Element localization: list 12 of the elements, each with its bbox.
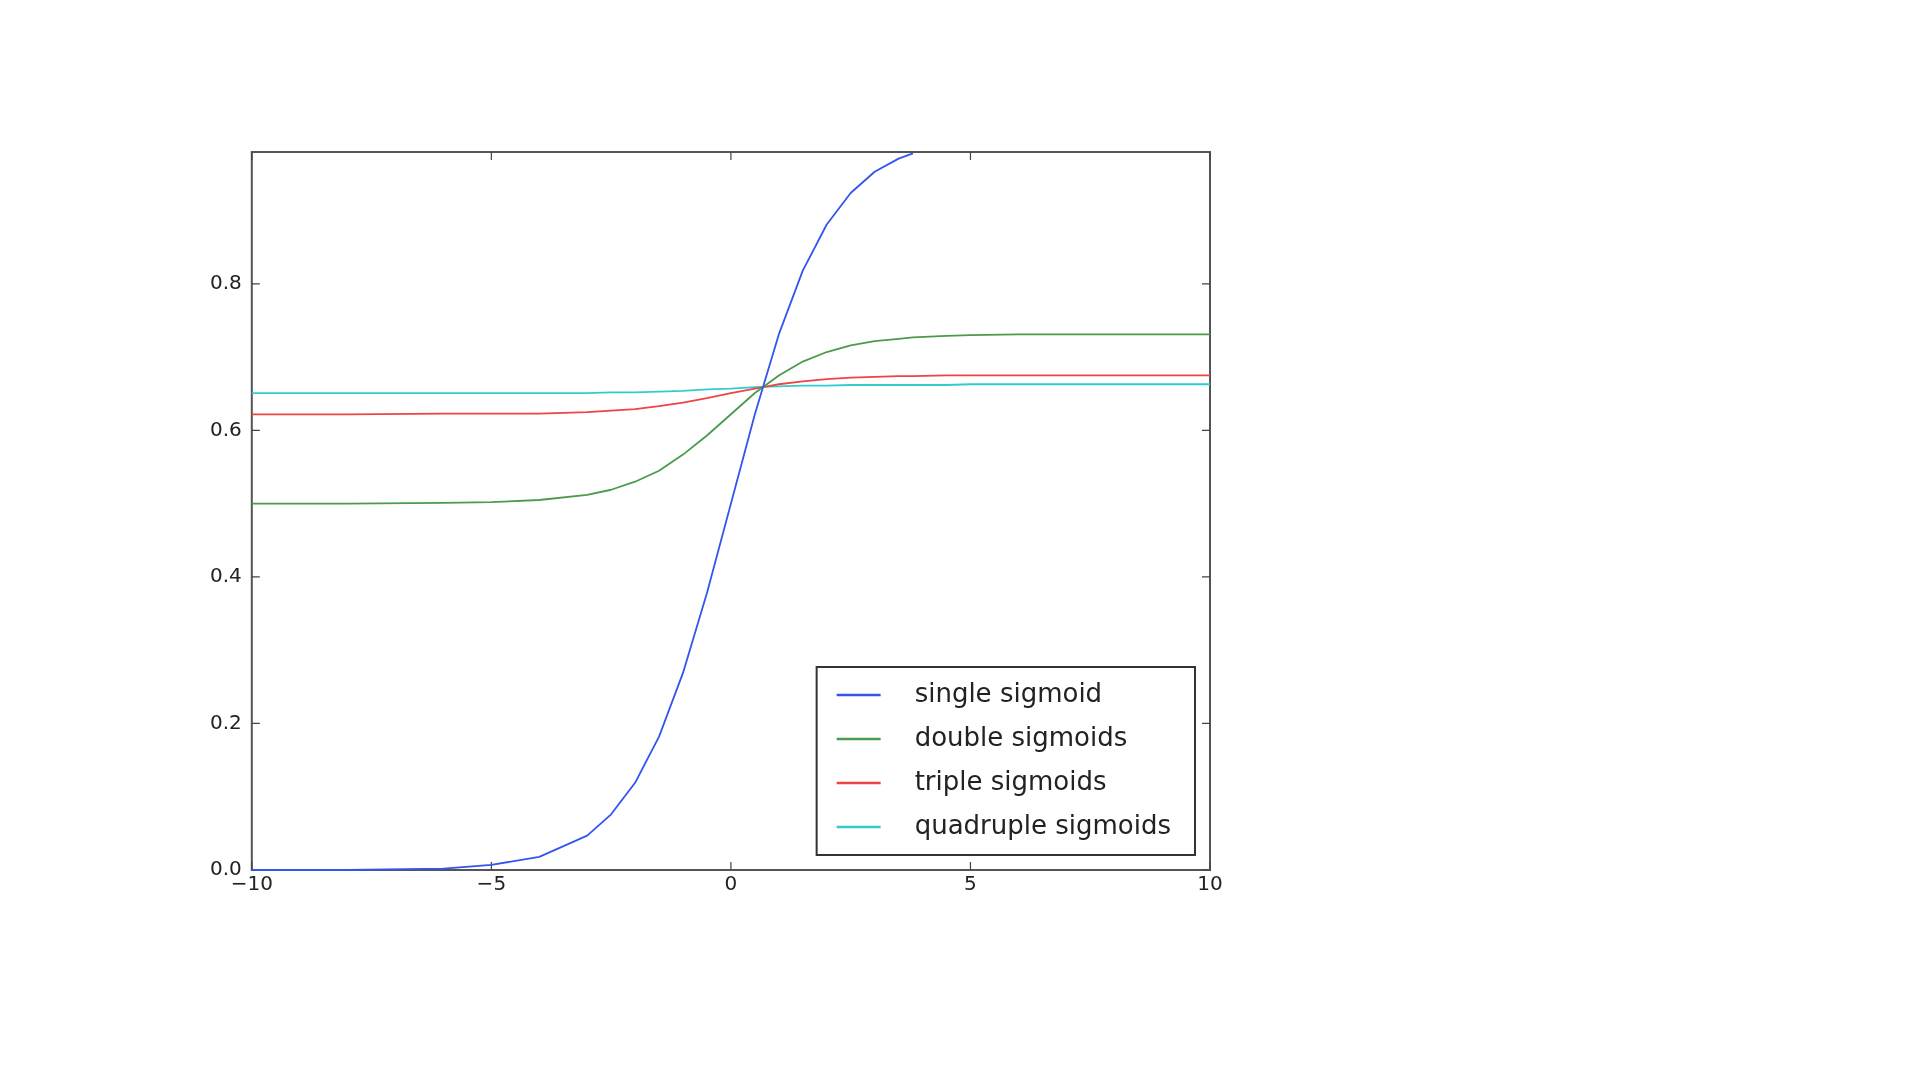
x-tick-label: 5 xyxy=(964,871,977,896)
legend-label: quadruple sigmoids xyxy=(914,809,1171,840)
legend-label: triple sigmoids xyxy=(914,765,1107,796)
y-tick-label: 0.4 xyxy=(209,563,242,588)
legend-label: single sigmoid xyxy=(914,677,1103,708)
y-tick-label: 0.8 xyxy=(209,270,242,295)
y-tick-label: 0.6 xyxy=(209,416,242,441)
legend-label: double sigmoids xyxy=(914,721,1128,752)
y-tick-label: 0.2 xyxy=(209,709,242,734)
x-tick-label: −5 xyxy=(476,871,507,896)
x-tick-label: 0 xyxy=(724,871,738,896)
x-tick-label: 10 xyxy=(1197,871,1223,896)
